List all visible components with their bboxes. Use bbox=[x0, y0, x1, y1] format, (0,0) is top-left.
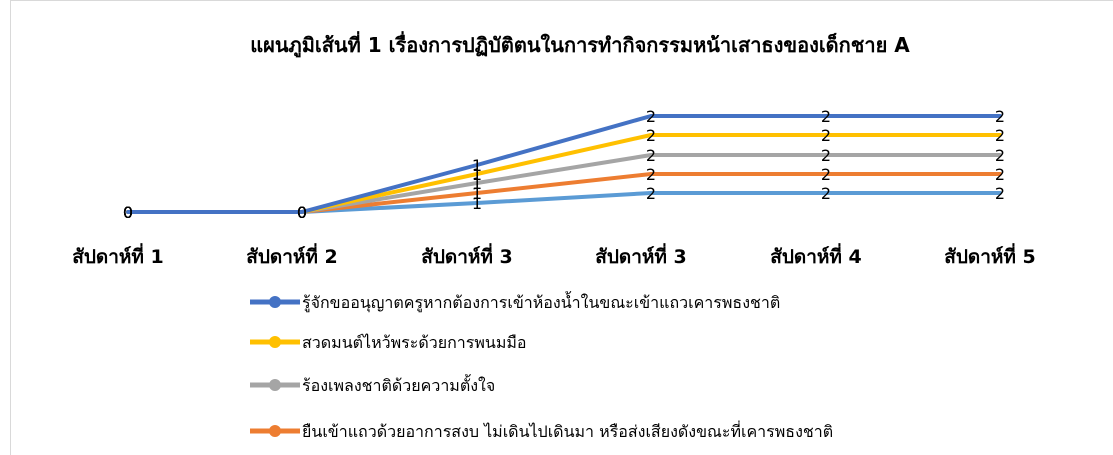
legend-item: รู้จักขออนุญาตครูหากต้องการเข้าห้องน้ำใน… bbox=[250, 291, 780, 313]
data-label: 2 bbox=[646, 184, 656, 203]
data-label: 0 bbox=[297, 203, 307, 222]
data-label: 2 bbox=[646, 107, 656, 126]
x-tick-label: สัปดาห์ที่ 3 bbox=[421, 243, 513, 268]
data-label: 2 bbox=[646, 126, 656, 145]
x-tick-label: สัปดาห์ที่ 3 bbox=[595, 243, 687, 268]
data-label: 2 bbox=[646, 165, 656, 184]
legend-item: ยืนเข้าแถวด้วยอาการสงบ ไม่เดินไปเดินมา ห… bbox=[250, 420, 833, 441]
x-tick-label: สัปดาห์ที่ 1 bbox=[72, 243, 164, 268]
x-tick-label: สัปดาห์ที่ 4 bbox=[770, 243, 862, 268]
chart-title: แผนภูมิเส้นที่ 1 เรื่องการปฏิบัติตนในการ… bbox=[250, 30, 910, 59]
legend-item: ร้องเพลงชาติด้วยความตั้งใจ bbox=[250, 374, 495, 395]
data-label: 1 bbox=[472, 165, 482, 184]
data-label: 2 bbox=[646, 146, 656, 165]
x-tick-label: สัปดาห์ที่ 5 bbox=[944, 243, 1036, 268]
data-label: 0 bbox=[123, 203, 133, 222]
data-label: 0 bbox=[123, 203, 133, 222]
data-label: 0 bbox=[123, 203, 133, 222]
data-label: 2 bbox=[821, 165, 831, 184]
data-label: 1 bbox=[472, 156, 482, 175]
x-axis-labels: สัปดาห์ที่ 1 สัปดาห์ที่ 2 สัปดาห์ที่ 3 สัปด… bbox=[72, 243, 1036, 268]
data-label: 1 bbox=[472, 174, 482, 193]
data-label: 1 bbox=[472, 194, 482, 213]
data-label: 2 bbox=[995, 165, 1005, 184]
data-label: 2 bbox=[821, 107, 831, 126]
data-label: 2 bbox=[821, 126, 831, 145]
series-line-5 bbox=[126, 191, 1002, 214]
x-tick-label: สัปดาห์ที่ 2 bbox=[246, 243, 338, 268]
chart-frame-left-edge bbox=[10, 0, 11, 455]
data-label: 2 bbox=[995, 146, 1005, 165]
data-label: 2 bbox=[995, 184, 1005, 203]
data-label: 0 bbox=[123, 203, 133, 222]
legend-label: สวดมนต์ไหว้พระด้วยการพนมมือ bbox=[302, 333, 527, 352]
data-label: 0 bbox=[297, 203, 307, 222]
data-label: 0 bbox=[297, 203, 307, 222]
data-label: 0 bbox=[297, 203, 307, 222]
legend: รู้จักขออนุญาตครูหากต้องการเข้าห้องน้ำใน… bbox=[250, 291, 833, 441]
data-label: 2 bbox=[995, 126, 1005, 145]
legend-label: ยืนเข้าแถวด้วยอาการสงบ ไม่เดินไปเดินมา ห… bbox=[302, 420, 833, 441]
legend-label: รู้จักขออนุญาตครูหากต้องการเข้าห้องน้ำใน… bbox=[302, 291, 780, 313]
legend-label: ร้องเพลงชาติด้วยความตั้งใจ bbox=[302, 374, 495, 395]
data-labels: 0 012 2 20 012 2 20 012 2 20 012 2 20 0 12 2 2 bbox=[123, 107, 1005, 222]
series-line-1 bbox=[126, 114, 1002, 214]
series-lines bbox=[126, 114, 1002, 214]
data-label: 1 bbox=[472, 184, 482, 203]
data-label: 0 bbox=[123, 203, 133, 222]
legend-swatch-marker bbox=[269, 336, 281, 348]
data-label: 2 bbox=[995, 107, 1005, 126]
legend-swatch-marker bbox=[269, 296, 281, 308]
data-label: 0 bbox=[297, 203, 307, 222]
data-label: 2 bbox=[821, 184, 831, 203]
legend-item: สวดมนต์ไหว้พระด้วยการพนมมือ bbox=[250, 333, 527, 352]
chart-frame-top-edge bbox=[10, 0, 1113, 1]
data-label: 2 bbox=[821, 146, 831, 165]
legend-swatch-marker bbox=[269, 425, 281, 437]
legend-swatch-marker bbox=[269, 379, 281, 391]
